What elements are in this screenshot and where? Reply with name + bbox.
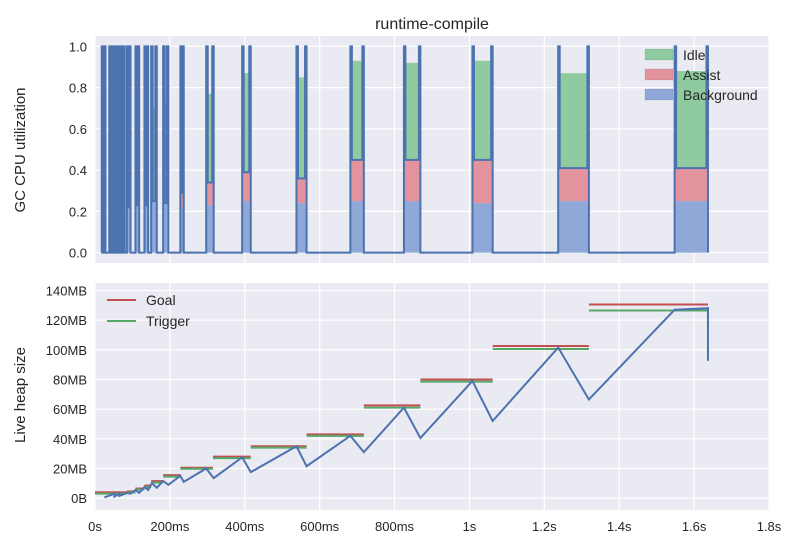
x-tick-label: 1s [463,519,477,534]
idle-area [674,71,708,169]
legend-swatch [644,88,674,101]
assist-area [403,159,421,202]
utilization-line [100,45,709,254]
assist-area [180,192,184,208]
x-tick-label: 400ms [225,519,265,534]
utilization-panel: 0.0 0.2 0.4 0.6 0.8 1.0 GC CPU utilization Id… [12,36,770,263]
assist-area [674,168,708,202]
background-area [180,207,184,253]
heap-panel: 0B 20MB 40MB 60MB 80MB 100MB 120MB 140MB 0s 200m… [12,283,782,534]
background-area [296,203,307,253]
heap-x-ticks: 0s 200ms 400ms 600ms 800ms 1s 1.2s 1.4s 1.6s 1.8s [88,519,782,534]
utilization-y-axis-label: GC CPU utilization [12,87,29,212]
y-tick-label: 60MB [53,402,87,417]
heap-y-axis-label: Live heap size [12,347,29,443]
y-tick-label: 120MB [46,313,87,328]
y-tick-label: 20MB [53,461,87,476]
background-area [350,201,364,253]
legend-label: Goal [146,292,176,308]
y-tick-label: 0.4 [69,163,87,178]
idle-area [558,73,589,169]
background-area [472,203,493,253]
y-tick-label: 80MB [53,372,87,387]
assist-area [472,159,493,204]
heap-legend: Goal Trigger [107,292,190,329]
background-area [206,205,214,253]
x-tick-label: 1.8s [757,519,782,534]
x-tick-label: 0s [88,519,102,534]
legend-swatch [644,68,674,81]
utilization-legend: Idle Assist Background [644,47,758,103]
background-area [163,203,169,253]
live-heap-line [104,307,709,499]
chart-title: runtime-compile [375,16,489,33]
assist-area [242,172,251,202]
background-series [126,201,708,253]
y-tick-label: 0B [71,491,87,506]
legend-label: Trigger [146,313,190,329]
y-tick-label: 0.0 [69,246,87,261]
legend-label: Assist [683,67,720,83]
idle-area [403,62,421,160]
background-area [674,201,708,253]
idle-area [296,77,307,179]
x-tick-label: 800ms [375,519,415,534]
legend-swatch [644,48,674,61]
assist-area [296,178,307,204]
legend-label: Idle [683,47,706,63]
x-tick-label: 1.2s [532,519,557,534]
x-tick-label: 600ms [300,519,340,534]
legend-label: Background [683,87,758,103]
background-area [242,201,251,253]
y-tick-label: 100MB [46,343,87,358]
background-area [126,207,131,253]
background-area [558,201,589,253]
background-area [151,201,157,253]
y-tick-label: 0.2 [69,204,87,219]
idle-area [242,73,251,173]
assist-area [206,182,214,206]
background-area [135,205,140,253]
assist-series [180,159,708,208]
x-tick-label: 1.4s [607,519,632,534]
assist-area [558,168,589,202]
x-tick-label: 1.6s [682,519,707,534]
y-tick-label: 40MB [53,432,87,447]
y-tick-label: 1.0 [69,39,87,54]
background-area [403,201,421,253]
background-area [144,205,149,253]
idle-area [206,93,214,183]
idle-area [472,60,493,160]
idle-area [151,108,157,202]
goal-series [95,303,708,494]
assist-area [350,159,364,202]
y-tick-label: 0.8 [69,81,87,96]
heap-gridlines [94,283,770,510]
utilization-y-ticks: 0.0 0.2 0.4 0.6 0.8 1.0 [69,39,87,260]
idle-area [350,60,364,160]
heap-plot-area [95,283,769,510]
idle-area [163,102,169,204]
heap-y-ticks: 0B 20MB 40MB 60MB 80MB 100MB 120MB 140MB [46,283,87,506]
x-tick-label: 200ms [150,519,190,534]
y-tick-label: 140MB [46,283,87,298]
y-tick-label: 0.6 [69,122,87,137]
